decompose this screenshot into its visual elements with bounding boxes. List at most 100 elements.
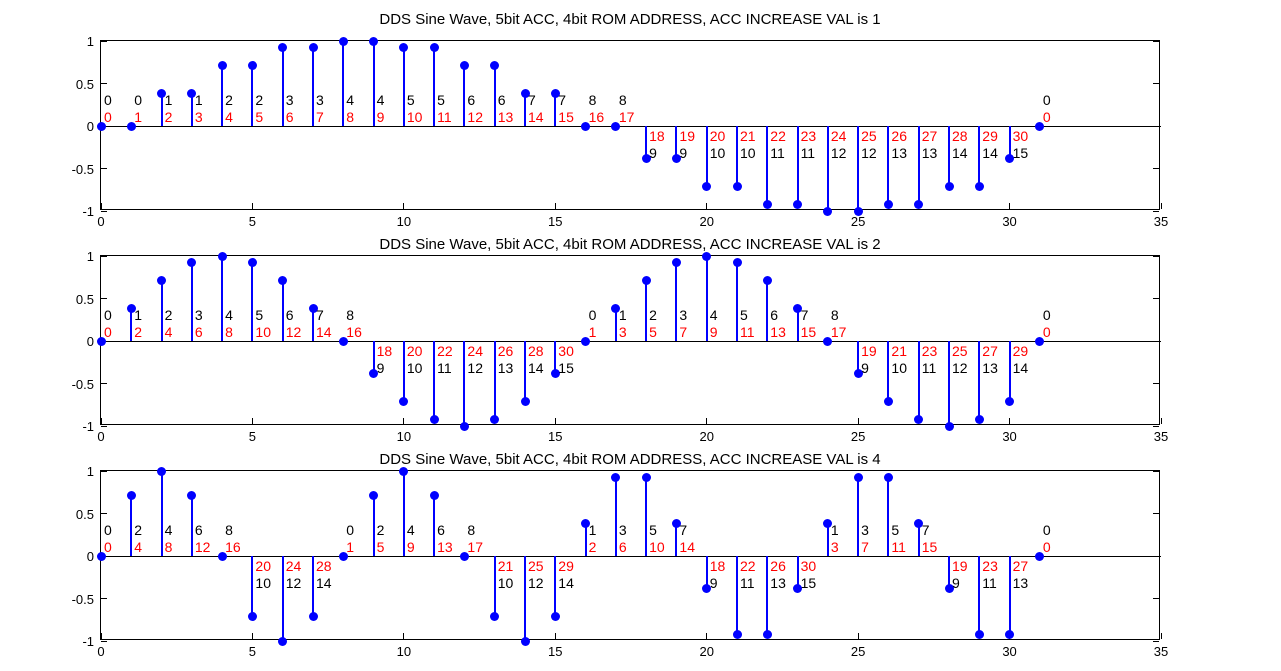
stem-marker (974, 181, 984, 191)
y-tick-right (1153, 513, 1159, 514)
rom-address-label: 2 (225, 92, 233, 108)
zero-baseline (101, 125, 1161, 127)
acc-value-label: 20 (406, 343, 423, 359)
stem-line (978, 556, 981, 635)
stem-line (251, 556, 254, 617)
x-tick (706, 418, 708, 424)
rom-address-label: 13 (891, 145, 907, 161)
x-tick (1009, 418, 1011, 424)
stem-marker (157, 88, 167, 98)
y-tick-left (101, 168, 107, 169)
stem-marker (369, 36, 379, 46)
stem-line (796, 556, 799, 589)
stem-marker (550, 369, 560, 379)
stem-line (221, 256, 224, 341)
y-tick-right (1153, 83, 1159, 84)
stem-marker (459, 551, 469, 561)
rom-address-label: 0 (1042, 307, 1051, 323)
rom-address-label: 8 (588, 92, 597, 108)
acc-value-label: 11 (740, 324, 755, 340)
acc-value-label: 26 (497, 343, 514, 359)
x-tick (403, 633, 405, 639)
acc-value-label: 29 (558, 558, 574, 574)
y-tick-right (1153, 470, 1159, 472)
stem-marker (399, 396, 409, 406)
rom-address-label: 8 (225, 522, 233, 538)
acc-value-label: 23 (982, 558, 998, 574)
acc-value-label: 19 (952, 558, 968, 574)
rom-address-label: 3 (316, 92, 324, 108)
stem-marker (217, 551, 227, 561)
stem-marker (520, 88, 530, 98)
rom-address-label: 11 (982, 575, 997, 591)
acc-value-label: 27 (921, 128, 938, 144)
acc-value-label: 24 (830, 128, 847, 144)
rom-address-label: 11 (740, 575, 755, 591)
stem-marker (793, 584, 803, 594)
acc-value-label: 21 (497, 558, 514, 574)
y-tick-right (1153, 298, 1159, 299)
acc-value-label: 5 (649, 324, 657, 340)
acc-value-label: 20 (709, 128, 726, 144)
rom-address-label: 10 (740, 145, 756, 161)
stem-line (826, 126, 829, 211)
acc-value-label: 1 (346, 539, 355, 555)
stem-marker (308, 611, 318, 621)
stem-marker (1035, 551, 1045, 561)
acc-value-label: 14 (528, 109, 544, 125)
rom-address-label: 0 (1042, 92, 1051, 108)
rom-address-label: 13 (921, 145, 938, 161)
acc-value-label: 13 (497, 109, 514, 125)
stem-marker (641, 472, 651, 482)
stem-marker (641, 276, 651, 286)
acc-value-label: 11 (437, 109, 452, 125)
acc-value-label: 15 (800, 324, 817, 340)
y-tick-left (101, 210, 107, 212)
stem-marker (338, 36, 348, 46)
stem-marker (611, 303, 621, 313)
rom-address-label: 10 (891, 360, 907, 376)
rom-address-label: 6 (194, 522, 203, 538)
y-tick-right (1153, 555, 1159, 557)
rom-address-label: 9 (679, 145, 688, 161)
stem-line (342, 41, 345, 126)
stem-line (524, 93, 526, 126)
stem-marker (96, 336, 106, 346)
stem-line (190, 93, 193, 126)
stem-line (826, 523, 829, 556)
rom-address-label: 5 (891, 522, 900, 538)
y-tick-label: -0.5 (71, 161, 94, 177)
rom-address-label: 14 (316, 575, 332, 591)
rom-address-label: 1 (164, 92, 173, 108)
rom-address-label: 8 (618, 92, 627, 108)
rom-address-label: 2 (134, 522, 143, 538)
stem-line (675, 126, 678, 159)
acc-value-label: 15 (921, 539, 938, 555)
stem-marker (429, 415, 439, 425)
stem-line (1008, 341, 1011, 402)
acc-value-label: 21 (740, 128, 756, 144)
rom-address-label: 11 (921, 360, 937, 376)
acc-value-label: 26 (770, 558, 786, 574)
stem-marker (247, 611, 257, 621)
acc-value-label: 3 (618, 324, 627, 340)
rom-address-label: 15 (558, 360, 574, 376)
x-tick-label: 35 (1153, 644, 1169, 659)
acc-value-label: 11 (891, 539, 906, 555)
y-tick-right (1153, 40, 1159, 42)
stem-marker (944, 584, 954, 594)
acc-value-label: 5 (376, 539, 385, 555)
stem-marker (520, 396, 530, 406)
stem-line (463, 341, 466, 426)
stem-line (948, 126, 950, 187)
rom-address-label: 9 (952, 575, 960, 591)
x-tick (706, 633, 708, 639)
stem-line (493, 65, 496, 126)
stem-line (463, 65, 466, 126)
acc-value-label: 30 (800, 558, 817, 574)
rom-address-label: 7 (528, 92, 536, 108)
stem-line (312, 308, 314, 341)
rom-address-label: 12 (861, 145, 877, 161)
rom-address-label: 14 (982, 145, 998, 161)
